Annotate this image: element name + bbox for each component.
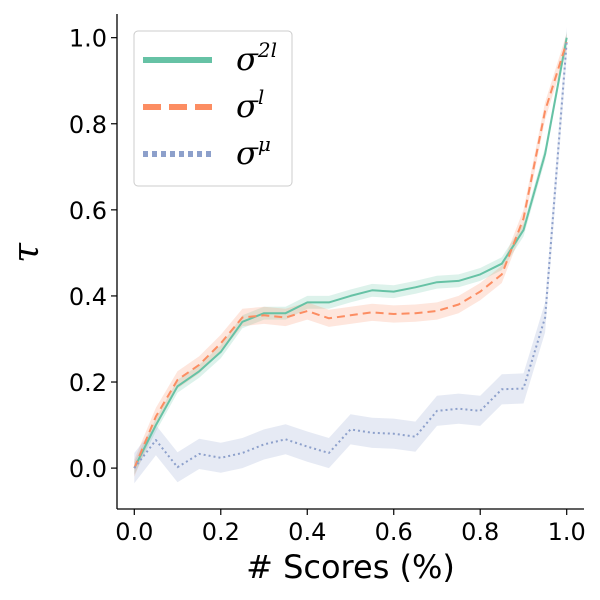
legend-label-2: σμ xyxy=(236,132,271,172)
x-axis-ticks: 0.0 0.2 0.4 0.6 0.8 1.0 xyxy=(115,509,586,546)
y-axis-ticks: 0.0 0.2 0.4 0.6 0.8 1.0 xyxy=(69,25,117,483)
y-tick-label: 0.6 xyxy=(69,197,107,225)
x-tick-label: 0.2 xyxy=(202,518,240,546)
legend-label-0: σ2l xyxy=(236,38,277,78)
x-tick-label: 1.0 xyxy=(548,518,586,546)
x-tick-label: 0.0 xyxy=(115,518,153,546)
legend: σ2l σl σμ xyxy=(133,30,293,187)
series-1-line xyxy=(133,41,568,469)
series-lines xyxy=(133,37,568,469)
y-tick-label: 1.0 xyxy=(69,25,107,53)
x-tick-label: 0.6 xyxy=(375,518,413,546)
y-tick-label: 0.8 xyxy=(69,111,107,139)
legend-label-1: σl xyxy=(236,85,264,125)
legend-frame xyxy=(133,30,293,187)
series-2-line xyxy=(133,41,568,469)
y-tick-label: 0.0 xyxy=(69,455,107,483)
x-tick-label: 0.8 xyxy=(461,518,499,546)
series-0-line xyxy=(133,37,568,469)
axes xyxy=(116,14,584,510)
x-axis-title: # Scores (%) xyxy=(246,548,455,586)
y-tick-label: 0.4 xyxy=(69,283,107,311)
x-tick-label: 0.4 xyxy=(288,518,326,546)
y-axis-title: τ xyxy=(6,242,47,263)
y-tick-label: 0.2 xyxy=(69,369,107,397)
